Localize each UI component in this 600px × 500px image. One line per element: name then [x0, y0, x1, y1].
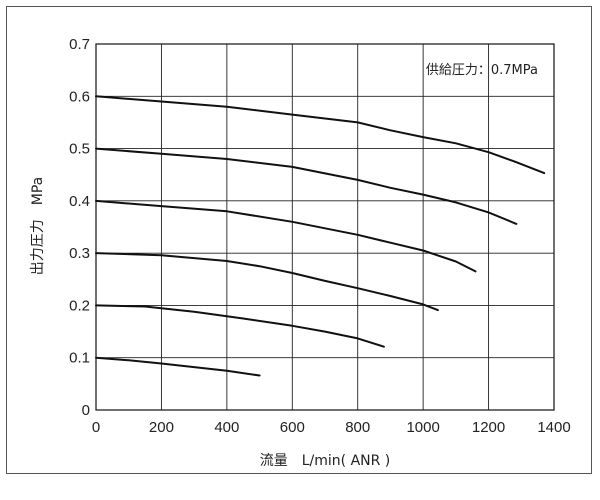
- x-tick-label: 1200: [472, 419, 505, 436]
- x-tick-labels: 0 200 400 600 800 1000 1200 1400: [92, 419, 571, 436]
- y-tick-label: 0: [82, 402, 90, 419]
- series-line-6: [95, 95, 546, 175]
- series-lines: [95, 95, 546, 377]
- x-axis-label: 流量 L/min( ANR ): [260, 453, 391, 469]
- grid: [95, 43, 555, 411]
- y-tick-label: 0.1: [69, 350, 90, 367]
- x-tick-label: 800: [345, 419, 370, 436]
- y-tick-label: 0.6: [69, 88, 90, 105]
- series-line-5: [95, 147, 518, 225]
- y-axis-label: 出力圧力 MPa: [30, 177, 46, 275]
- x-tick-label: 1000: [406, 419, 439, 436]
- series-line-4: [95, 199, 477, 273]
- supply-pressure-annotation: 供給圧力：0.7MPa: [426, 63, 538, 78]
- series-line-2: [95, 304, 385, 348]
- y-tick-label: 0.3: [69, 245, 90, 262]
- x-tick-label: 0: [92, 419, 100, 436]
- x-tick-label: 600: [280, 419, 305, 436]
- x-tick-label: 200: [149, 419, 174, 436]
- y-tick-labels: 0 0.1 0.2 0.3 0.4 0.5 0.6 0.7: [69, 36, 90, 419]
- x-tick-label: 1400: [537, 419, 570, 436]
- plot-area: [95, 43, 555, 411]
- x-tick-label: 400: [214, 419, 239, 436]
- y-tick-label: 0.4: [69, 193, 90, 210]
- y-tick-label: 0.2: [69, 297, 90, 314]
- y-tick-label: 0.7: [69, 36, 90, 53]
- series-line-3: [95, 252, 439, 312]
- series-line-1: [95, 356, 261, 377]
- y-tick-label: 0.5: [69, 141, 90, 158]
